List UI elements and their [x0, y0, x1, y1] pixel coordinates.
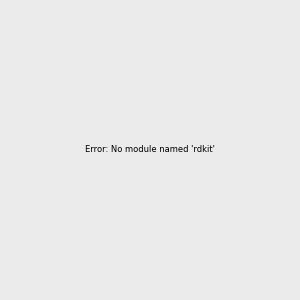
Text: Error: No module named 'rdkit': Error: No module named 'rdkit' [85, 146, 215, 154]
